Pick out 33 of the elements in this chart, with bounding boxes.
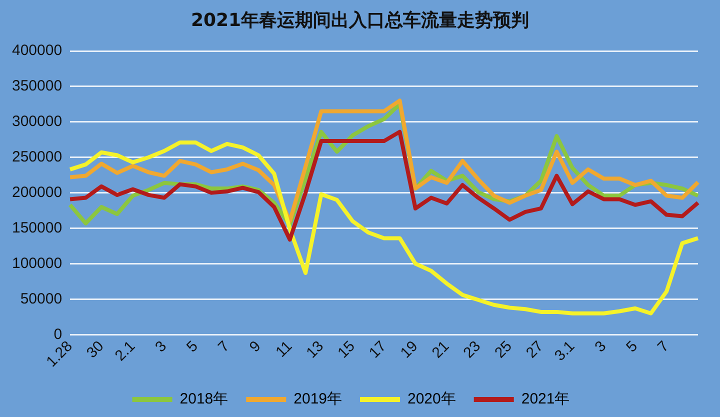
legend-label: 2019年 [294,390,342,408]
y-tick-label: 50000 [20,290,62,308]
legend-label: 2020年 [408,390,456,408]
x-tick-label: 7 [654,338,672,356]
x-tick-label: 2.1 [112,338,139,364]
x-tick-label: 30 [83,338,108,362]
x-tick-label: 13 [303,338,327,362]
y-tick-label: 150000 [12,219,62,236]
x-tick-label: 15 [334,338,358,362]
y-tick-label: 250000 [12,148,62,166]
x-tick-label: 5 [623,338,641,356]
legend-label: 2018年 [180,390,228,408]
chart-title: 2021年春运期间出入口总车流量走势预判 [190,9,530,32]
x-tick-label: 3.1 [551,338,578,364]
y-tick-label: 100000 [12,254,62,272]
y-tick-label: 300000 [12,113,62,130]
x-tick-label: 11 [272,338,296,361]
x-tick-label: 23 [460,338,484,362]
y-tick-label: 350000 [12,78,62,95]
x-tick-label: 27 [522,338,547,362]
x-tick-label: 25 [492,338,516,362]
x-tick-label: 5 [183,338,202,356]
x-tick-label: 17 [366,338,390,362]
x-tick-label: 7 [214,338,233,356]
x-tick-label: 3 [592,338,610,356]
y-tick-label: 0 [54,326,62,343]
legend-label: 2021年 [521,390,570,408]
x-tick-label: 9 [246,338,264,356]
y-tick-label: 200000 [12,184,62,201]
x-tick-label: 21 [428,338,453,362]
y-tick-label: 400000 [12,42,62,60]
x-tick-label: 19 [397,338,422,362]
x-tick-label: 3 [152,338,170,356]
